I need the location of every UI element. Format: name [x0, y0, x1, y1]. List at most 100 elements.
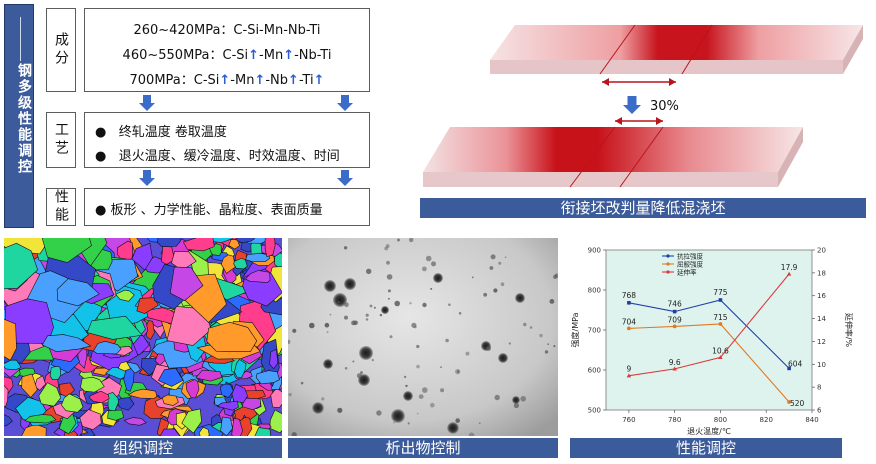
precipitate-dot: [471, 276, 474, 279]
performance-label: 性能: [46, 188, 76, 226]
grain: [61, 393, 84, 413]
grain: [245, 270, 271, 283]
up-arrow-icon: ↑: [254, 73, 266, 88]
series-point: [718, 298, 723, 302]
plate-caption: 衔接坯改判量降低混浇坯: [420, 198, 866, 218]
down-arrow-icon: [337, 170, 353, 186]
precipitate-particle: [403, 391, 413, 401]
composition-label: 成分: [46, 8, 76, 92]
grain: [161, 394, 179, 406]
precipitate-dot: [490, 254, 496, 260]
precipitate-dot: [321, 397, 325, 401]
precipitate-particle: [359, 346, 373, 360]
grain: [79, 409, 102, 430]
y-right-tick-label: 8: [817, 384, 821, 392]
precipitate-dot: [356, 373, 362, 379]
precipitate-dot: [369, 304, 373, 308]
precipitate-dot: [344, 367, 348, 370]
x-axis-label: 退火温度/℃: [687, 426, 731, 436]
grain: [21, 423, 47, 436]
grain: [88, 390, 110, 404]
tem-micrograph: [288, 238, 558, 436]
grain: [219, 383, 234, 399]
grain: [41, 334, 92, 353]
series-line: [628, 323, 790, 403]
precipitate-dot: [494, 394, 500, 401]
precipitate-dot: [389, 335, 393, 339]
precipitate-dot: [553, 274, 558, 279]
grain: [255, 370, 280, 385]
series-point: [718, 355, 723, 360]
y-left-tick-label: 600: [588, 367, 601, 375]
grain: [92, 340, 122, 355]
composition-line-3: 700MPa：C-Si↑-Mn↑-Nb↑-Ti↑: [129, 73, 325, 88]
grain: [231, 417, 244, 436]
grain: [154, 353, 166, 366]
data-label: 9: [626, 365, 631, 374]
plate-after: [423, 126, 803, 188]
data-label: 9.6: [669, 358, 681, 367]
up-arrow-icon: ↑: [219, 73, 231, 88]
precipitate-dot: [403, 375, 407, 379]
width-arrow-after: [615, 117, 663, 125]
grain: [254, 427, 271, 436]
grain: [233, 258, 248, 270]
composition-box: 260~420MPa：C-Si-Mn-Nb-Ti 460~550MPa：C-Si…: [84, 8, 370, 92]
y-right-axis-label: 延伸率/%: [844, 313, 854, 348]
grain: [185, 379, 200, 399]
precipitate-dot: [416, 412, 419, 415]
data-label: 604: [788, 359, 803, 368]
precipitate-dot: [489, 266, 494, 270]
precipitate-dot: [425, 255, 432, 262]
precipitate-dot: [376, 410, 382, 416]
precipitate-dot: [385, 244, 390, 248]
precipitate-dot: [508, 342, 511, 345]
grain: [220, 254, 236, 274]
precipitate-dot: [457, 370, 460, 373]
precipitate-particle: [498, 353, 508, 363]
x-tick-label: 800: [714, 416, 727, 424]
grain: [220, 416, 233, 436]
grain: [115, 289, 135, 302]
precipitate-dot: [549, 299, 555, 304]
grain: [169, 266, 204, 301]
legend-label: 抗拉强度: [677, 251, 704, 260]
precipitate-particle: [381, 306, 389, 314]
y-right-tick-label: 18: [817, 269, 826, 277]
precipitate-dot: [418, 394, 424, 399]
precipitate-particle: [433, 273, 443, 283]
precipitate-particle: [515, 293, 525, 303]
y-right-tick-label: 10: [817, 361, 826, 369]
precipitate-dot: [422, 387, 428, 393]
data-label: 709: [668, 315, 683, 324]
precipitate-dot: [422, 266, 427, 272]
precipitate-dot: [448, 303, 451, 306]
precipitate-dot: [387, 289, 391, 293]
precipitate-image: [288, 238, 558, 436]
precipitate-dot: [468, 432, 475, 436]
precipitate-dot: [479, 422, 481, 424]
grain: [270, 387, 282, 408]
precipitate-dot: [411, 322, 417, 328]
precipitate-particle: [312, 402, 324, 414]
grain: [181, 408, 202, 434]
precipitate-dot: [288, 339, 291, 345]
legend-marker: [666, 270, 670, 274]
plot-area: [605, 249, 813, 411]
precipitate-dot: [324, 322, 330, 328]
grain: [34, 375, 46, 391]
precipitate-dot: [344, 302, 349, 308]
precipitate-dot: [440, 388, 445, 393]
grain: [161, 246, 175, 265]
precipitate-dot: [513, 402, 519, 409]
precipitate-dot: [504, 256, 507, 259]
y-right-tick-label: 20: [817, 247, 826, 255]
precipitate-particle: [324, 280, 336, 292]
grain: [4, 298, 54, 344]
data-label: 17.9: [781, 263, 798, 272]
precipitate-dot: [483, 292, 488, 297]
precipitate-dot: [288, 393, 292, 397]
data-label: 768: [622, 291, 637, 300]
series-point: [672, 324, 677, 329]
series-point: [672, 366, 677, 371]
